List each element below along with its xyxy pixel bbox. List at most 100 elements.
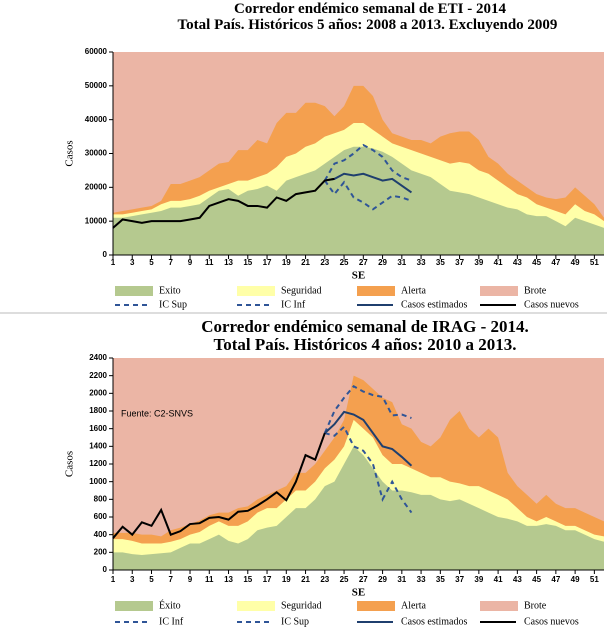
x-tick-label: 39 [474,575,483,584]
x-tick-label: 15 [243,258,252,267]
y-tick-label: 400 [94,530,108,539]
x-tick-label: 17 [263,258,272,267]
x-tick-label: 23 [320,258,329,267]
x-tick-label: 13 [224,258,233,267]
line [324,410,413,467]
legend-label: Exito [159,285,181,296]
x-tick-label: 35 [436,575,445,584]
x-tick-label: 5 [149,258,154,267]
y-tick-label: 0 [103,250,108,259]
x-tick-label: 21 [301,575,310,584]
x-tick-label: 11 [205,575,214,584]
x-tick-label: 49 [571,258,580,267]
legend-label: Casos nuevos [524,299,579,310]
legend-label: IC Inf [281,299,306,310]
legend-swatch [357,286,395,296]
line [112,177,335,229]
x-tick-label: 23 [320,575,329,584]
y-tick-label: 2200 [89,371,107,380]
x-tick-label: 11 [205,258,214,267]
x-axis-label: SE [352,587,365,599]
x-tick-label: 31 [397,575,406,584]
y-tick-label: 40000 [85,115,108,124]
line [323,179,412,211]
legend-label: Alerta [401,285,427,296]
y-tick-label: 800 [94,494,108,503]
x-tick-label: 1 [111,575,116,584]
annotation: Fuente: C2-SNVS [121,409,193,419]
x-tick-label: 45 [532,575,541,584]
legend-label: Seguridad [281,600,322,611]
x-tick-label: 47 [551,575,560,584]
legend-label: IC Inf [159,616,184,627]
x-tick-label: 25 [340,258,349,267]
line [323,384,412,434]
x-tick-label: 47 [551,258,560,267]
x-tick-label: 27 [359,575,368,584]
x-tick-label: 7 [169,258,174,267]
y-tick-label: 1800 [89,406,107,415]
legend-label: Éxito [159,599,181,611]
chart-subtitle: Total País. Históricos 5 años: 2008 a 20… [177,17,558,33]
line [324,425,413,514]
x-tick-label: 45 [532,258,541,267]
chart-title: Corredor endémico semanal de ETI - 2014 [234,1,506,17]
x-tick-label: 33 [417,575,426,584]
legend-swatch [480,286,518,296]
legend-label: IC Sup [281,616,309,627]
legend-swatch [237,601,275,611]
x-tick-label: 33 [417,258,426,267]
y-tick-label: 200 [94,547,108,556]
legend-swatch [237,286,275,296]
legend-label: Casos estimados [401,616,467,627]
x-tick-label: 39 [474,258,483,267]
x-tick-label: 9 [188,258,193,267]
x-tick-label: 41 [494,258,503,267]
x-tick-label: 29 [378,575,387,584]
x-tick-label: 51 [590,575,599,584]
x-tick-label: 13 [224,575,233,584]
x-tick-label: 7 [169,575,174,584]
x-tick-label: 49 [571,575,580,584]
x-tick-label: 15 [243,575,252,584]
y-tick-label: 20000 [85,182,108,191]
x-tick-label: 19 [282,258,291,267]
x-tick-label: 43 [513,575,522,584]
x-tick-label: 37 [455,258,464,267]
x-tick-label: 29 [378,258,387,267]
y-tick-label: 30000 [85,149,108,158]
legend-label: IC Sup [159,299,187,310]
x-tick-label: 1 [111,258,116,267]
legend-swatch [115,601,153,611]
legend-label: Alerta [401,600,427,611]
y-tick-label: 2400 [89,353,107,362]
x-tick-label: 35 [436,258,445,267]
x-tick-label: 17 [263,575,272,584]
chart-subtitle: Total País. Históricos 4 años: 2010 a 20… [213,335,517,354]
y-tick-label: 1600 [89,424,107,433]
y-tick-label: 0 [103,565,108,574]
line [323,143,412,182]
legend-label: Brote [524,285,547,296]
y-tick-label: 600 [94,512,108,521]
y-tick-label: 50000 [85,81,108,90]
legend-swatch [357,601,395,611]
y-axis-label: Casos [64,451,76,477]
legend-swatch [480,601,518,611]
y-tick-label: 1400 [89,441,107,450]
y-tick-label: 1000 [89,477,107,486]
y-tick-label: 10000 [85,216,108,225]
x-tick-label: 25 [340,575,349,584]
x-tick-label: 43 [513,258,522,267]
x-tick-label: 19 [282,575,291,584]
x-tick-label: 5 [149,575,154,584]
x-tick-label: 37 [455,575,464,584]
legend-label: Casos estimados [401,299,467,310]
legend-swatch [115,286,153,296]
area [113,446,604,570]
x-tick-label: 3 [130,258,135,267]
y-axis-label: Casos [64,140,76,166]
x-tick-label: 9 [188,575,193,584]
